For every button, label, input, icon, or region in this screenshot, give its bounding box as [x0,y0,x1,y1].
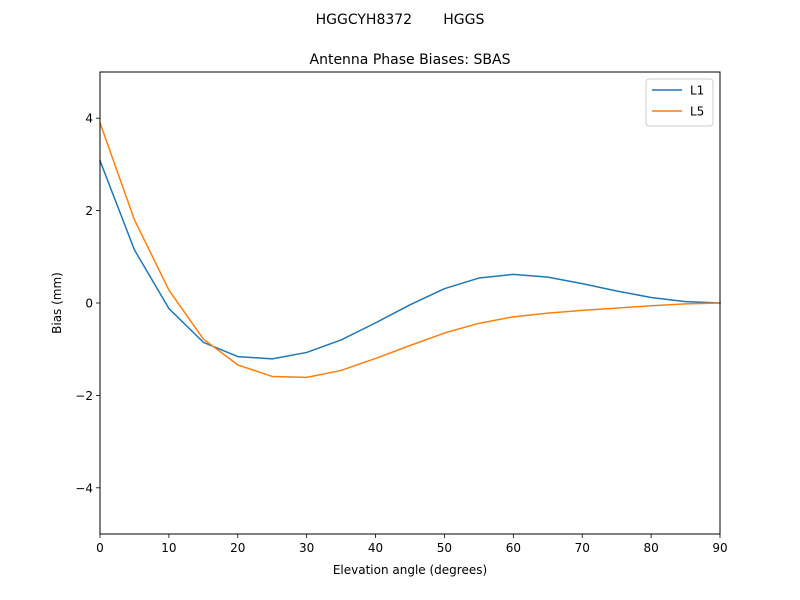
y-tick-label: 0 [85,297,93,311]
y-tick-label: 4 [85,112,93,126]
x-axis: 0 10 20 30 40 50 60 70 80 90 [96,534,728,555]
x-tick-label: 70 [575,541,590,555]
x-tick-label: 20 [230,541,245,555]
y-axis-label: Bias (mm) [50,272,64,334]
x-tick-label: 40 [368,541,383,555]
chart-title: Antenna Phase Biases: SBAS [310,52,511,68]
x-tick-label: 10 [161,541,176,555]
y-tick-label: −2 [75,389,93,403]
x-tick-label: 60 [506,541,521,555]
y-axis: −4 −2 0 2 4 [75,112,100,495]
series-layer [99,121,721,379]
legend: L1 L5 [645,78,714,127]
x-tick-label: 50 [437,541,452,555]
plot-area: 0 10 20 30 40 50 60 70 80 90 −4 −2 0 2 4 [75,71,728,555]
y-tick-label: 2 [85,204,93,218]
x-tick-label: 80 [643,541,658,555]
figure-suptitle: HGGCYH8372 HGGS [316,12,485,28]
y-tick-label: −4 [75,481,93,495]
legend-label-l1: L1 [690,84,704,98]
x-tick-label: 0 [96,541,104,555]
x-axis-label: Elevation angle (degrees) [333,563,487,577]
x-tick-label: 30 [299,541,314,555]
x-tick-label: 90 [712,541,727,555]
series-line-l5 [99,121,721,379]
legend-label-l5: L5 [690,105,704,119]
series-line-l1 [99,159,721,360]
